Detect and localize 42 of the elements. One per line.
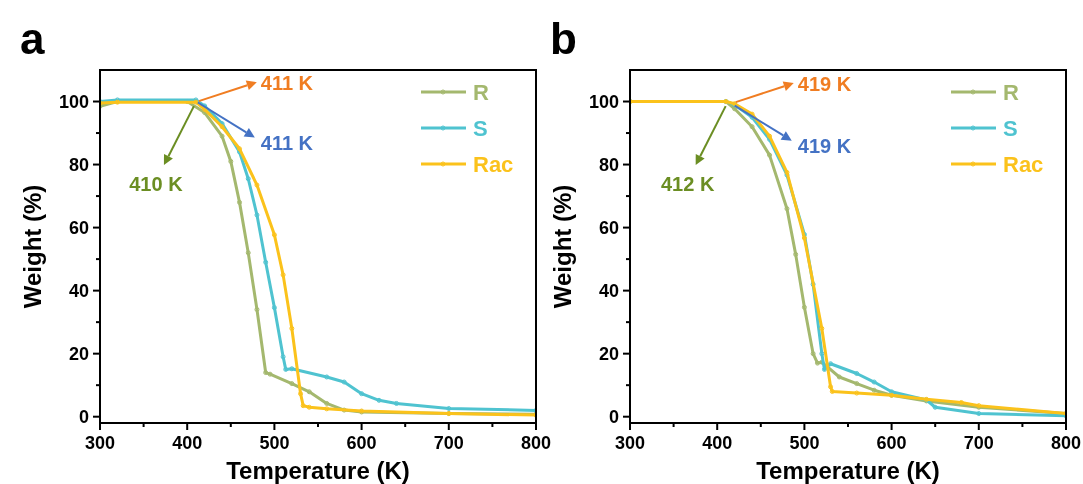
x-tick-label: 600 <box>876 433 907 453</box>
y-axis-title: Weight (%) <box>19 184 46 309</box>
y-axis-title: Weight (%) <box>549 184 576 309</box>
x-tick-label: 600 <box>346 433 377 453</box>
annotation: 411 K <box>260 131 314 154</box>
y-tick-label: 80 <box>68 154 89 175</box>
x-tick-label: 500 <box>789 433 820 453</box>
y-tick-label: 0 <box>78 406 89 427</box>
legend-label: R <box>1003 80 1019 105</box>
annotation: 411 K <box>260 72 314 95</box>
x-tick-label: 800 <box>520 433 552 453</box>
legend-label: Rac <box>473 152 514 177</box>
y-tick-label: 40 <box>68 280 89 301</box>
annotation: 412 K <box>660 173 715 196</box>
y-tick-label: 20 <box>68 343 89 364</box>
x-axis-title: Temperature (K) <box>226 457 410 484</box>
chart-title: a <box>20 14 45 63</box>
y-tick-label: 60 <box>598 217 619 238</box>
x-tick-label: 400 <box>702 433 733 453</box>
legend-label: S <box>473 116 488 141</box>
x-tick-label: 800 <box>1050 433 1082 453</box>
y-tick-label: 100 <box>58 91 89 112</box>
y-tick-label: 40 <box>598 280 619 301</box>
legend-label: R <box>473 80 489 105</box>
chart-title: b <box>550 14 577 63</box>
annotation: 410 K <box>129 173 184 196</box>
x-tick-label: 500 <box>259 433 290 453</box>
x-tick-label: 300 <box>614 433 646 453</box>
y-tick-label: 0 <box>608 406 619 427</box>
x-tick-label: 300 <box>84 433 116 453</box>
annotation: 419 K <box>797 73 852 96</box>
legend-label: Rac <box>1003 152 1044 177</box>
y-tick-label: 80 <box>598 154 619 175</box>
x-tick-label: 700 <box>963 433 994 453</box>
y-tick-label: 100 <box>588 91 619 112</box>
x-tick-label: 700 <box>433 433 464 453</box>
annotation: 419 K <box>797 134 852 157</box>
y-tick-label: 60 <box>68 217 89 238</box>
x-tick-label: 400 <box>172 433 203 453</box>
x-axis-title: Temperature (K) <box>756 457 940 484</box>
legend-label: S <box>1003 116 1018 141</box>
y-tick-label: 20 <box>598 343 619 364</box>
